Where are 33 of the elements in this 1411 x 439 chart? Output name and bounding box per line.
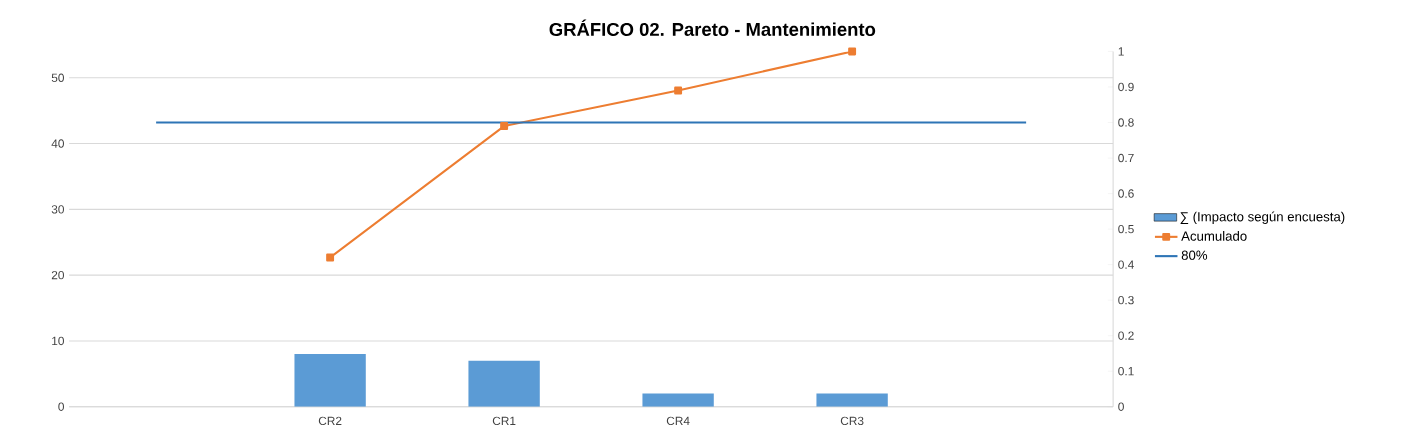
point — [848, 47, 857, 56]
y-tick-label: 40 — [51, 139, 64, 148]
y2-tick-label: 0.5 — [1118, 224, 1134, 234]
y2-tick-label: 0.3 — [1118, 295, 1134, 305]
chart-title: GRÁFICO 02. Pareto - Mantenimiento — [549, 19, 876, 36]
y2-tick-label: 0.2 — [1118, 331, 1134, 340]
y-tick-label: 10 — [52, 336, 64, 345]
y2-tick-label: 0.4 — [1118, 260, 1134, 269]
x-tick-label: CR1 — [492, 416, 516, 425]
legend-label: ∑ (Impacto según encuesta) — [1180, 211, 1345, 224]
y-tick-label: 20 — [51, 270, 64, 280]
legend-label: Acumulado — [1181, 230, 1247, 241]
point — [326, 253, 335, 262]
legend-label: 80% — [1181, 250, 1208, 260]
x-tick-label: CR3 — [840, 416, 864, 425]
bar — [468, 360, 540, 407]
y2-tick-label: 0.1 — [1118, 366, 1134, 376]
x-tick-label: CR4 — [666, 416, 690, 425]
y2-tick-label: 0.7 — [1118, 153, 1134, 163]
y-tick-label: 0 — [58, 402, 64, 411]
x-tick-label: CR2 — [318, 416, 342, 425]
y2-tick-label: 0.9 — [1118, 82, 1134, 92]
y2-tick-label: 0 — [1118, 402, 1124, 411]
y2-tick-label: 0.6 — [1118, 189, 1134, 198]
y-tick-label: 50 — [51, 73, 64, 82]
y2-tick-label: 1 — [1118, 47, 1124, 56]
bar — [294, 353, 366, 407]
bar — [642, 393, 714, 407]
bar — [816, 393, 888, 407]
point — [500, 121, 509, 130]
point — [674, 86, 683, 95]
y-tick-label: 30 — [51, 204, 64, 214]
y2-tick-label: 0.8 — [1118, 118, 1134, 127]
